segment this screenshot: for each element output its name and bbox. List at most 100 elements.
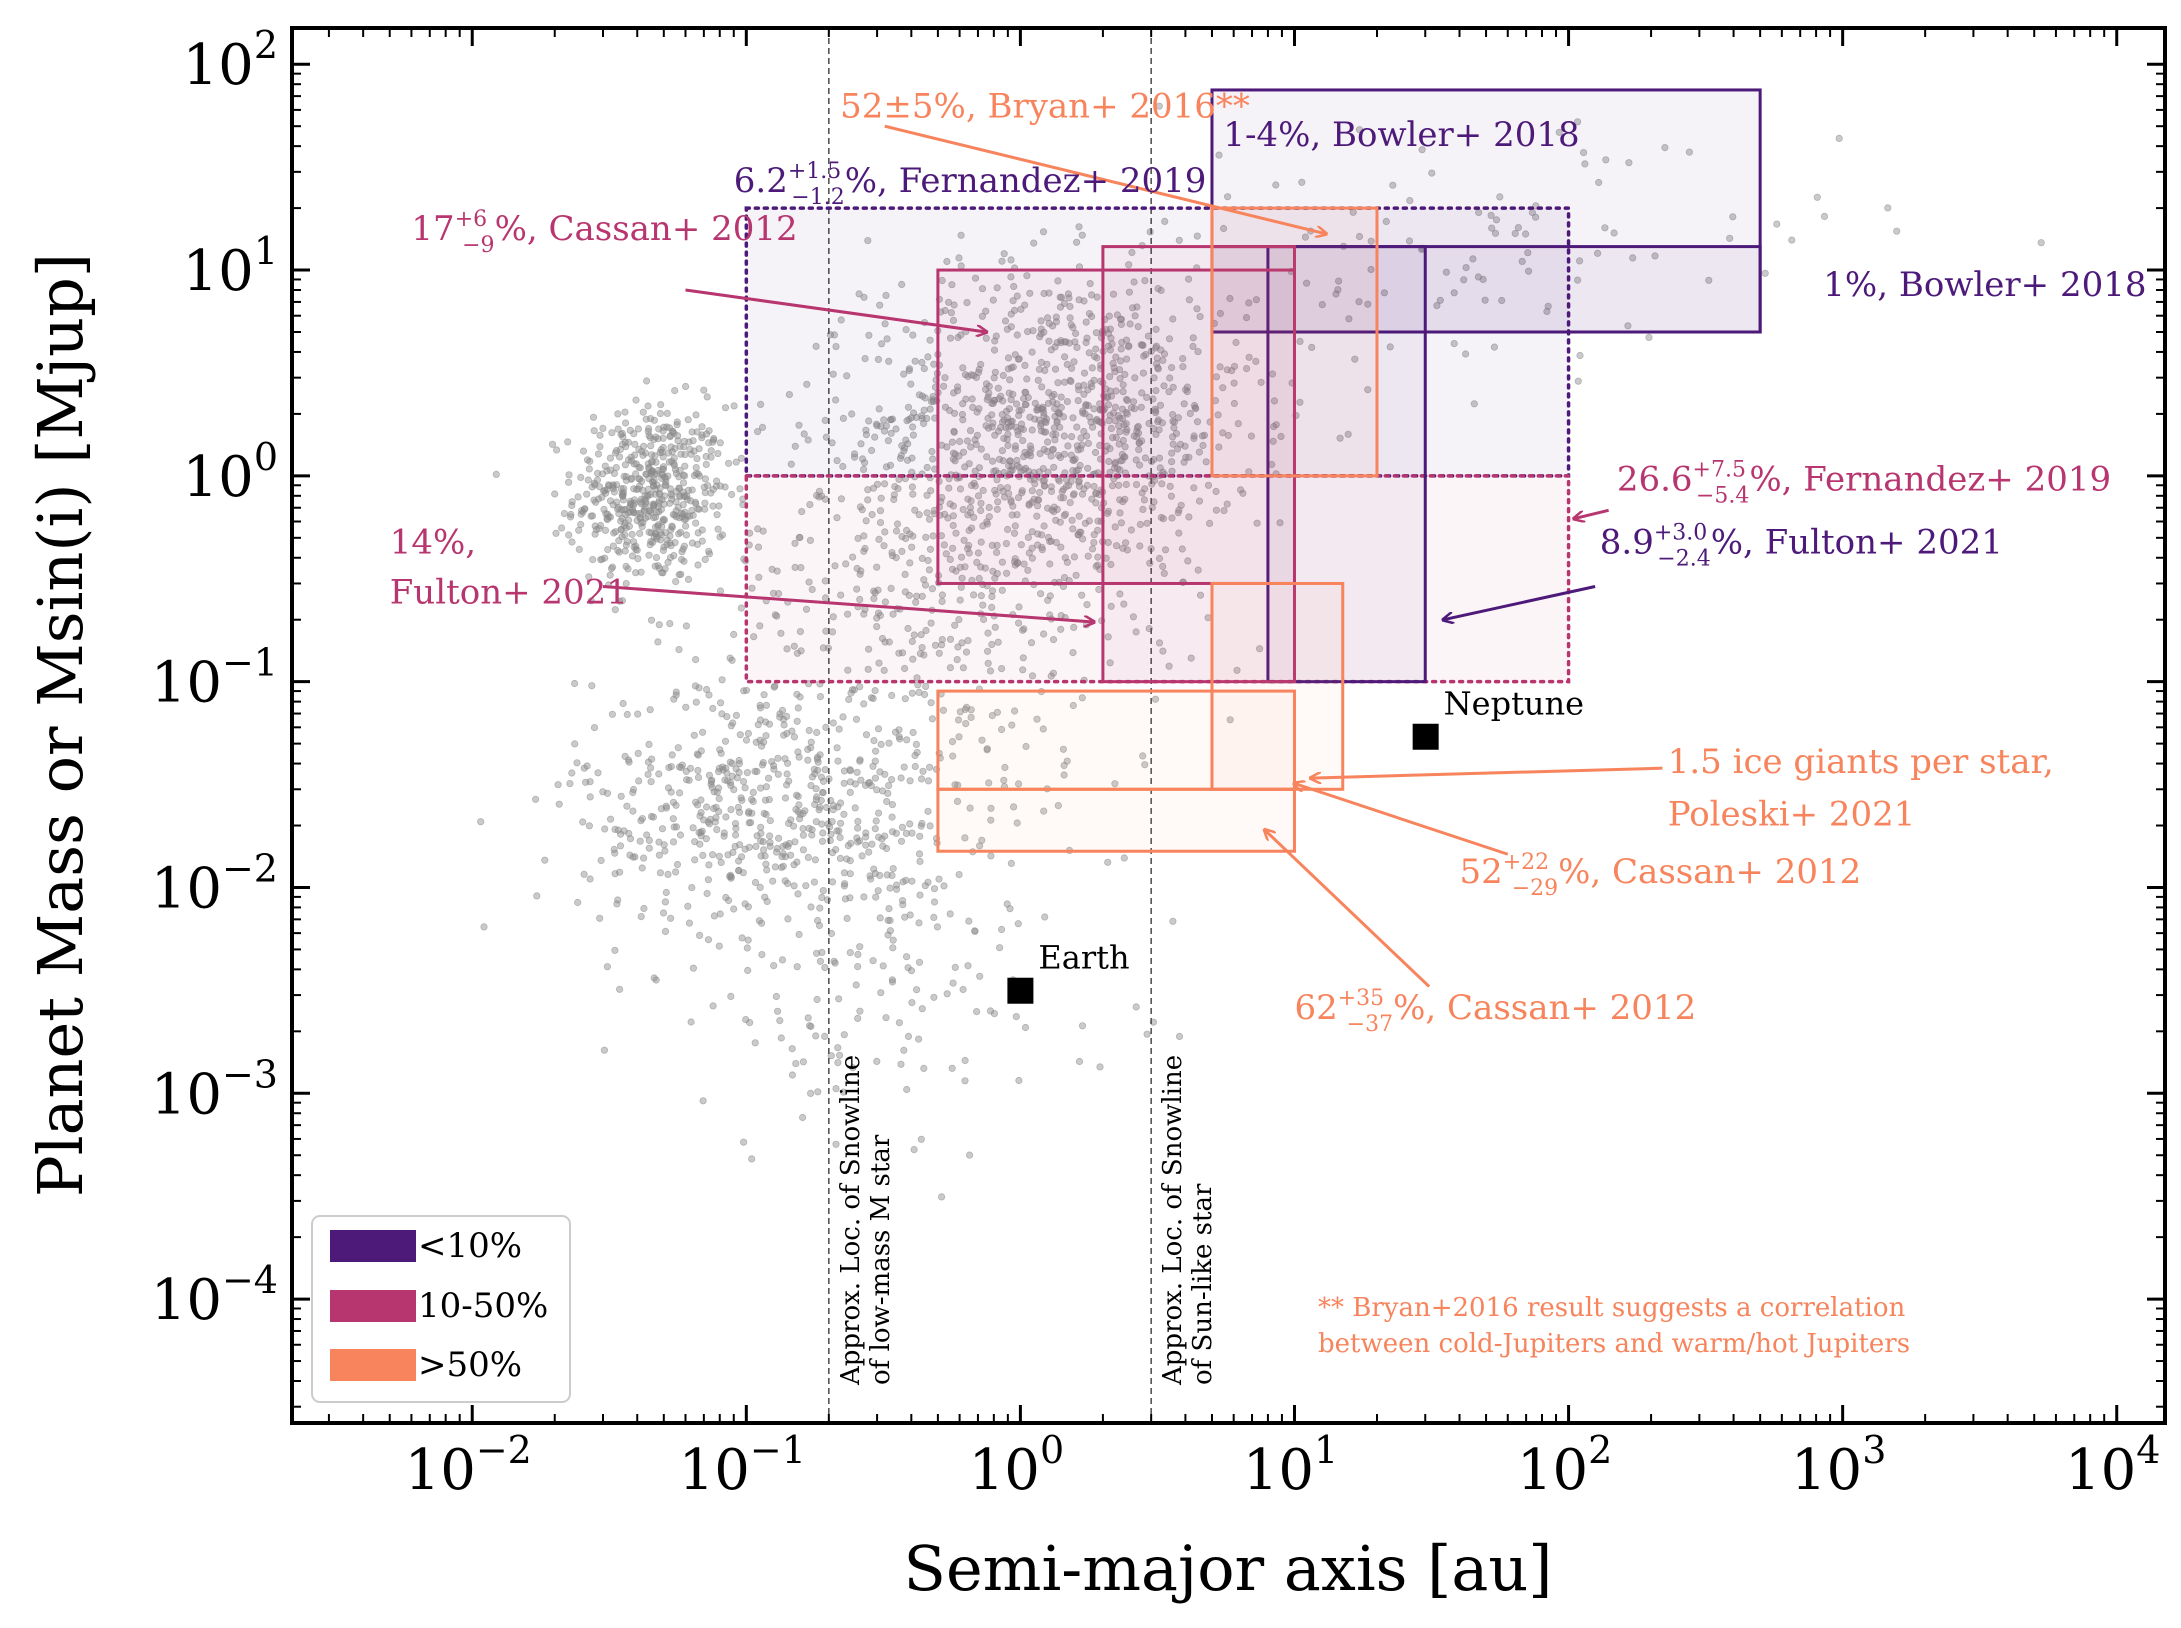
scatter-point [916,891,924,899]
scatter-point [828,849,837,857]
scatter-point [906,777,914,785]
scatter-point [579,447,588,455]
scatter-point [664,558,672,567]
scatter-point [627,499,635,508]
scatter-point [870,865,878,873]
scatter-point [609,542,618,550]
scatter-point [625,522,634,530]
legend-label-mid: 10-50% [418,1286,548,1326]
scatter-point [656,409,665,418]
scatter-point [695,931,704,940]
scatter-point [680,557,688,565]
scatter-point [574,898,582,907]
scatter-point [871,774,880,782]
scatter-point [568,501,576,510]
scatter-point [715,502,723,510]
scatter-point [1116,374,1124,383]
scatter-point [1195,497,1204,505]
scatter-point [691,655,700,664]
scatter-point [1165,335,1174,343]
scatter-point [795,753,803,761]
scatter-point [804,756,812,764]
scatter-point [1773,220,1781,228]
scatter-point [846,870,854,878]
scatter-point [692,698,700,706]
scatter-point [688,539,697,547]
scatter-point [836,799,845,807]
scatter-point [769,877,777,885]
scatter-point [709,438,717,446]
scatter-point [709,502,717,510]
scatter-point [829,719,837,727]
scatter-point [856,1007,864,1015]
scatter-point [873,1057,881,1066]
scatter-point [840,1031,848,1039]
scatter-point [657,505,666,514]
scatter-point [618,597,627,605]
scatter-point [687,1018,695,1026]
scatter-point [840,882,849,890]
scatter-point [699,851,707,860]
scatter-point [965,549,973,557]
scatter-point [682,703,690,711]
scatter-point [716,587,725,595]
scatter-point [753,767,761,776]
scatter-point [642,377,651,385]
scatter-point [1645,333,1653,341]
scatter-point [794,890,802,898]
scatter-point [650,416,659,424]
scatter-point [730,905,738,913]
scatter-point [898,823,907,831]
scatter-point [705,547,713,555]
scatter-point [761,796,770,804]
scatter-point [729,848,737,857]
scatter-point [677,509,685,518]
scatter-point [669,838,678,846]
scatter-point [918,1005,926,1013]
scatter-point [833,744,841,752]
scatter-point [882,291,890,299]
scatter-point [646,414,655,423]
scatter-point [668,523,676,531]
scatter-point [636,837,644,845]
scatter-point [679,488,687,496]
scatter-point [614,896,622,904]
scatter-point [1336,434,1344,442]
scatter-point [793,717,801,725]
scatter-point [811,856,820,864]
scatter-point [889,936,897,944]
scatter-point [702,803,711,811]
scatter-point [718,676,726,684]
scatter-point [739,1138,748,1146]
scatter-point [868,840,876,848]
scatter-point [588,682,596,690]
scatter-point [744,809,753,817]
y-tick-label: 10−3 [151,1052,278,1127]
scatter-point [988,457,997,465]
scatter-point [889,864,897,873]
scatter-point [564,438,572,446]
scatter-point [669,798,678,806]
scatter-point [601,526,610,535]
scatter-point [566,779,574,788]
scatter-point [605,481,613,490]
scatter-point [560,509,569,518]
scatter-point [846,948,854,957]
scatter-point [851,804,859,812]
scatter-point [703,889,711,898]
annotation-5: 26.6+7.5 −5.4%, Fernandez+ 2019 [1574,457,2111,518]
scatter-point [570,679,579,688]
scatter-point [596,914,604,922]
scatter-point [1761,269,1769,277]
scatter-point [675,645,683,654]
scatter-point [1345,315,1353,323]
scatter-point [717,858,725,867]
scatter-point [682,622,691,630]
scatter-point [874,725,883,733]
scatter-point [704,876,713,884]
scatter-point [779,862,787,870]
scatter-point [620,506,628,514]
scatter-point [658,825,667,833]
scatter-point [1574,377,1582,385]
scatter-point [874,809,883,817]
